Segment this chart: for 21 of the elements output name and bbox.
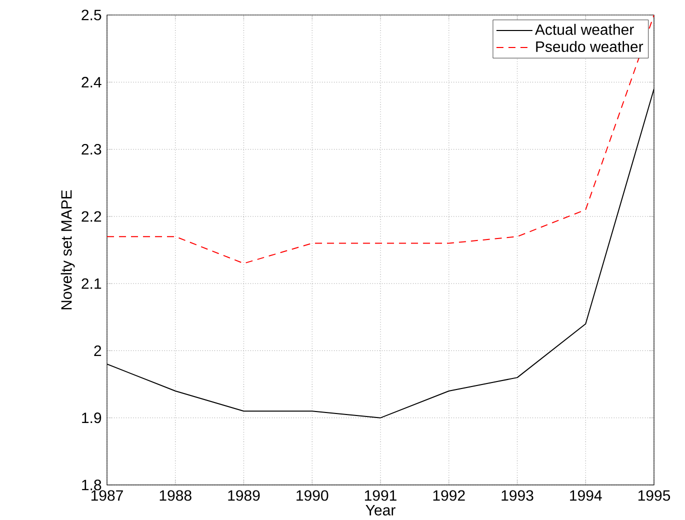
- y-tick-label: 2.2: [82, 210, 102, 222]
- x-tick-label: 1993: [502, 490, 534, 501]
- y-tick-label: 1.9: [82, 412, 102, 423]
- y-axis-title: Novelty set MAPE: [60, 190, 75, 309]
- x-tick-label: 1990: [296, 490, 328, 501]
- legend-label: Actual weather: [534, 24, 634, 35]
- x-axis-title: Year: [366, 504, 396, 516]
- x-tick-label: 1991: [364, 490, 396, 501]
- y-tick-label: 2.3: [82, 144, 102, 154]
- x-tick-label: 1987: [91, 490, 123, 501]
- y-tick-label: 2.5: [82, 9, 102, 20]
- y-tick-label: 2: [94, 345, 102, 356]
- x-tick-label: 1995: [638, 490, 670, 501]
- x-tick-label: 1994: [570, 490, 602, 501]
- y-tick-label: 2.4: [82, 76, 102, 88]
- x-tick-label: 1992: [433, 490, 465, 501]
- x-tick-label: 1989: [228, 490, 260, 501]
- y-tick-label: 1.8: [82, 479, 102, 490]
- legend-label: Pseudo weather: [536, 40, 644, 52]
- x-tick-label: 1988: [160, 490, 192, 501]
- y-tick-label: 2.1: [82, 278, 102, 289]
